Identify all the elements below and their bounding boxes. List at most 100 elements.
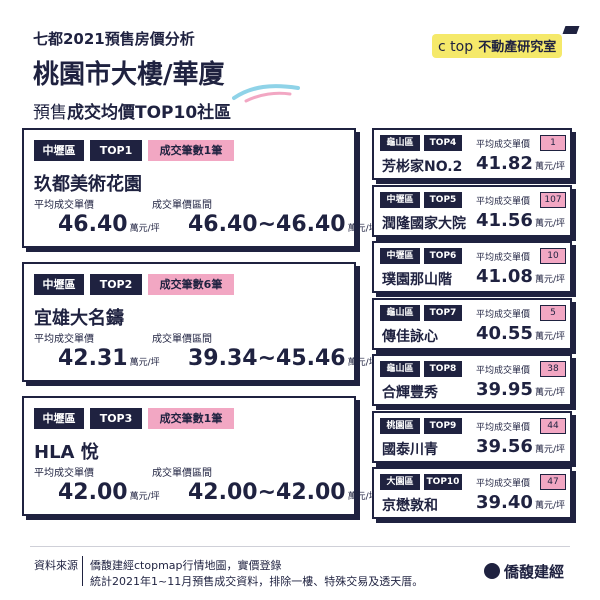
- avg-price-unit: 萬元/坪: [129, 224, 160, 234]
- avg-price-label: 平均成交單價: [34, 200, 94, 211]
- district-tag: 中壢區: [380, 248, 420, 264]
- rank-tag: TOP2: [90, 274, 142, 295]
- top-card-3: 中壢區 TOP3 成交筆數1筆 HLA 悅 平均成交單價 成交單價區間 42.0…: [22, 396, 378, 516]
- source-line2: 統計2021年1~11月預售成交資料，排除一樓、特殊交易及透天厝。: [90, 575, 424, 588]
- avg-price-label: 平均成交單價: [476, 422, 531, 433]
- district-tag: 中壢區: [34, 274, 84, 295]
- avg-price-unit: 萬元/坪: [129, 358, 160, 368]
- avg-price-unit: 萬元/坪: [534, 331, 565, 342]
- avg-price-number: 40.55: [476, 322, 533, 344]
- avg-price-number: 41.56: [476, 209, 533, 231]
- rank-card-4: 龜山區 TOP4 芳彬家NO.2 平均成交單價 1 41.82 萬元/坪: [372, 128, 572, 180]
- avg-price-label: 平均成交單價: [476, 479, 531, 489]
- avg-price-value: 41.56 萬元/坪: [476, 210, 565, 231]
- project-name: 京懋敦和: [382, 498, 438, 514]
- avg-price-value: 42.31 萬元/坪: [58, 346, 160, 371]
- rank-tag: TOP8: [424, 361, 462, 377]
- caption-main: 成交均價TOP10社區: [67, 103, 232, 123]
- range-label: 成交單價區間: [152, 200, 212, 211]
- avg-price-unit: 萬元/坪: [534, 218, 565, 229]
- deal-count-badge: 107: [540, 191, 566, 208]
- district-tag: 中壢區: [380, 191, 420, 208]
- brand-logo: c top 不動產研究室: [432, 34, 563, 58]
- deals-tag: 成交筆數1筆: [148, 408, 234, 429]
- district-tag: 桃園區: [380, 417, 420, 434]
- rank-tag: TOP6: [424, 248, 462, 264]
- rank-card-8: 龜山區 TOP8 合輝豐秀 平均成交單價 38 39.95 萬元/坪: [372, 354, 572, 406]
- avg-price-value: 39.95 萬元/坪: [476, 379, 565, 400]
- caption-pre: 預售: [33, 103, 67, 123]
- avg-price-value: 41.82 萬元/坪: [476, 153, 565, 174]
- range-label: 成交單價區間: [152, 334, 212, 345]
- avg-price-unit: 萬元/坪: [534, 275, 565, 285]
- avg-price-unit: 萬元/坪: [534, 162, 565, 172]
- project-name: 合輝豐秀: [382, 385, 438, 401]
- range-unit: 萬元/坪: [347, 224, 378, 234]
- avg-price-label: 平均成交單價: [476, 253, 531, 263]
- subtitle: 七都2021預售房價分析: [33, 30, 195, 48]
- decorative-swoosh: [232, 84, 300, 103]
- district-tag: 中壢區: [34, 408, 84, 429]
- project-name: 傳佳詠心: [382, 328, 438, 345]
- rank-card-7: 龜山區 TOP7 傳佳詠心 平均成交單價 5 40.55 萬元/坪: [372, 297, 572, 350]
- range-number: 39.34~45.46: [188, 346, 346, 371]
- source-label: 資料來源: [34, 559, 78, 572]
- avg-price-number: 46.40: [58, 212, 128, 237]
- avg-price-value: 40.55 萬元/坪: [476, 323, 565, 344]
- deal-count-badge: 47: [540, 474, 566, 490]
- range-value: 39.34~45.46 萬元/坪: [188, 346, 378, 371]
- rank-tag: TOP1: [90, 140, 142, 161]
- avg-price-number: 39.40: [476, 492, 533, 513]
- title-part2: /華廈: [163, 60, 225, 90]
- range-label: 成交單價區間: [152, 468, 212, 479]
- avg-price-number: 39.56: [476, 435, 533, 457]
- project-name: 宜雄大名鑄: [34, 308, 124, 329]
- rank-tag: TOP9: [424, 417, 462, 434]
- avg-price-number: 41.82: [476, 153, 533, 174]
- deal-count-badge: 1: [540, 135, 566, 151]
- top-card-2: 中壢區 TOP2 成交筆數6筆 宜雄大名鑄 平均成交單價 成交單價區間 42.3…: [22, 262, 378, 382]
- company-logo-text: 僑馥建經: [504, 563, 565, 581]
- avg-price-unit: 萬元/坪: [534, 501, 565, 511]
- district-tag: 大園區: [380, 474, 420, 490]
- avg-price-label: 平均成交單價: [476, 309, 531, 320]
- range-number: 42.00~42.00: [188, 480, 346, 505]
- range-value: 46.40~46.40 萬元/坪: [188, 212, 378, 237]
- avg-price-unit: 萬元/坪: [534, 444, 565, 455]
- range-unit: 萬元/坪: [347, 492, 378, 502]
- avg-price-number: 39.95: [476, 379, 533, 400]
- avg-price-number: 42.00: [58, 480, 128, 505]
- rank-card-5: 中壢區 TOP5 潤隆國家大院 平均成交單價 107 41.56 萬元/坪: [372, 184, 572, 237]
- ctop-logo-text: c top: [438, 39, 474, 55]
- avg-price-unit: 萬元/坪: [129, 492, 160, 502]
- rank-card-10: 大園區 TOP10 京懋敦和 平均成交單價 47 39.40 萬元/坪: [372, 467, 572, 519]
- avg-price-label: 平均成交單價: [34, 334, 94, 345]
- deals-tag: 成交筆數6筆: [148, 274, 234, 295]
- district-tag: 中壢區: [34, 140, 84, 161]
- project-name: 芳彬家NO.2: [382, 159, 463, 175]
- avg-price-number: 41.08: [476, 266, 533, 287]
- project-name: 國泰川青: [382, 441, 438, 458]
- avg-price-unit: 萬元/坪: [534, 388, 565, 398]
- rank-card-6: 中壢區 TOP6 璞園那山階 平均成交單價 10 41.08 萬元/坪: [372, 241, 572, 293]
- rank-tag: TOP4: [424, 135, 462, 151]
- source-divider: [82, 556, 83, 586]
- rank-tag: TOP5: [424, 191, 462, 208]
- deal-count-badge: 44: [540, 417, 566, 434]
- source-line1: 僑馥建經ctopmap行情地圖，實價登錄: [90, 559, 282, 572]
- project-name: 潤隆國家大院: [382, 215, 466, 232]
- avg-price-value: 46.40 萬元/坪: [58, 212, 160, 237]
- caption: 預售成交均價TOP10社區: [33, 98, 231, 123]
- avg-price-label: 平均成交單價: [34, 468, 94, 479]
- district-tag: 龜山區: [380, 361, 420, 377]
- range-value: 42.00~42.00 萬元/坪: [188, 480, 378, 505]
- graduation-cap-icon: [562, 26, 580, 34]
- project-name: 玖都美術花園: [34, 174, 142, 195]
- district-tag: 龜山區: [380, 135, 420, 151]
- title-part1: 桃園市大樓: [33, 60, 164, 90]
- rank-tag: TOP7: [424, 304, 462, 321]
- avg-price-label: 平均成交單價: [476, 140, 531, 150]
- deals-tag: 成交筆數1筆: [148, 140, 234, 161]
- deal-count-badge: 5: [540, 304, 566, 321]
- institute-text: 不動產研究室: [478, 40, 557, 55]
